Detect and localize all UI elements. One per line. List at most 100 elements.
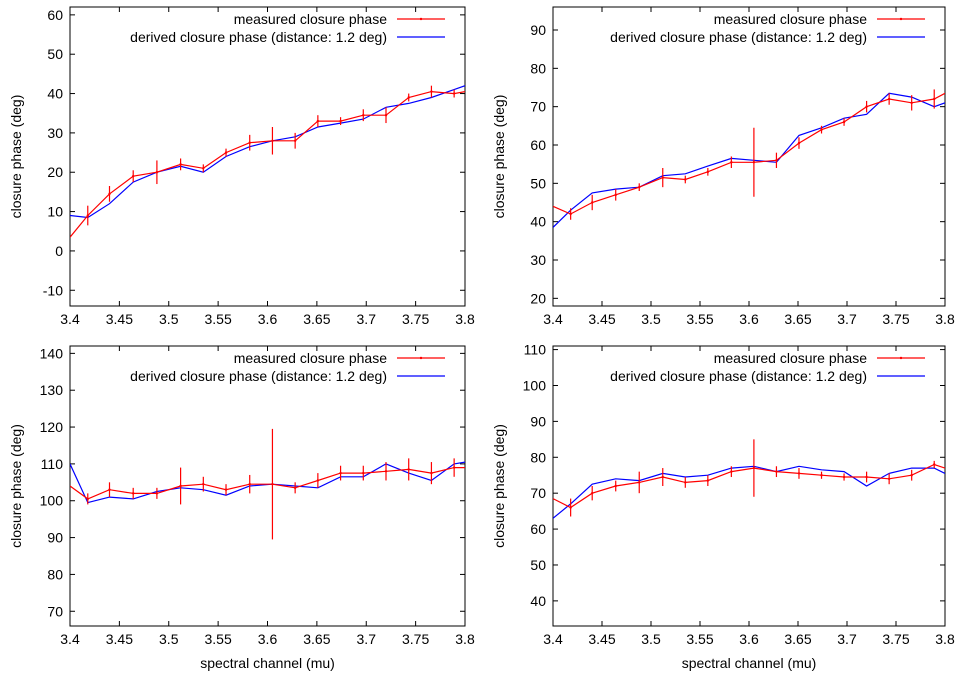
measured-point <box>271 139 274 142</box>
measured-point <box>661 475 664 479</box>
plot-area <box>553 439 945 519</box>
measured-point <box>842 120 846 124</box>
y-tick-label: 50 <box>530 557 546 573</box>
y-tick-label: 50 <box>47 46 63 62</box>
legend-point-measured <box>899 356 903 360</box>
y-tick-label: 40 <box>530 593 546 609</box>
x-tick-label: 3.4 <box>60 631 80 647</box>
measured-point <box>271 482 274 486</box>
measured-point <box>452 466 456 469</box>
measured-point <box>638 185 641 189</box>
measured-point <box>684 178 687 181</box>
x-tick-label: 3.45 <box>588 311 615 327</box>
measured-point <box>775 470 778 473</box>
plot-area <box>70 428 465 540</box>
x-tick-label: 3.6 <box>739 311 759 327</box>
chart-3: 3.4 3.45 3.5 3.55 3.6 3.65 3.7 3.75 3.8 70 80 90 100… <box>8 345 475 671</box>
measured-point <box>316 479 320 482</box>
measured-point <box>155 171 159 174</box>
measured-point <box>132 492 135 495</box>
x-tick-label: 3.55 <box>205 631 232 647</box>
y-tick-label: 80 <box>530 449 546 465</box>
measured-point <box>108 488 111 491</box>
measured-point <box>108 192 111 196</box>
measured-point <box>820 128 823 131</box>
derived-series-line <box>553 465 945 519</box>
chart-4: 3.4 3.45 3.5 3.55 3.6 3.65 3.7 3.75 3.8 40 50 60 70 8… <box>491 342 955 671</box>
y-tick-label: 80 <box>47 566 63 582</box>
measured-point <box>775 159 778 162</box>
measured-point <box>865 475 868 479</box>
measured-point <box>362 113 365 117</box>
y-axis-label: closure phase (deg) <box>491 95 507 219</box>
y-tick-label: 140 <box>40 345 64 361</box>
legend-point-measured <box>419 17 423 21</box>
x-tick-label: 3.75 <box>882 311 909 327</box>
measured-series-line <box>70 90 465 238</box>
x-tick-label: 3.65 <box>303 631 330 647</box>
chart-1: 3.4 3.45 3.5 3.55 3.6 3.65 3.7 3.75 3.8 -10 0 10 20 3… <box>8 6 475 327</box>
legend-label-measured: measured closure phase <box>714 350 868 366</box>
measured-series-line <box>553 92 945 215</box>
derived-series-line <box>70 85 465 219</box>
measured-point <box>316 119 320 123</box>
x-tick-label: 3.45 <box>106 631 133 647</box>
measured-point <box>865 105 868 108</box>
legend-label-derived: derived closure phase (distance: 1.2 deg… <box>610 29 867 45</box>
measured-point <box>293 139 297 142</box>
measured-point <box>155 492 159 495</box>
y-axis-label: closure phase (deg) <box>8 424 24 548</box>
x-axis-label: spectral channel (mu) <box>200 655 335 671</box>
measured-point <box>202 482 205 486</box>
legend-label-derived: derived closure phase (distance: 1.2 deg… <box>130 368 387 384</box>
measured-point <box>224 151 228 154</box>
y-tick-label: 60 <box>47 7 63 23</box>
measured-point <box>933 97 936 101</box>
plot-frame <box>69 6 466 307</box>
y-axis-label: closure phase (deg) <box>491 424 507 548</box>
measured-point <box>591 491 594 495</box>
chart-2: 3.4 3.45 3.5 3.55 3.6 3.65 3.7 3.75 3.8 20 30 40 50 6… <box>491 6 955 327</box>
measured-point <box>706 479 710 482</box>
measured-point <box>132 174 135 178</box>
measured-point <box>910 101 913 105</box>
x-tick-label: 3.8 <box>935 311 955 327</box>
measured-point <box>179 484 182 488</box>
y-tick-label: 10 <box>47 204 63 220</box>
x-tick-label: 3.6 <box>739 631 759 647</box>
measured-point <box>797 141 801 145</box>
measured-point <box>661 176 664 179</box>
legend-label-derived: derived closure phase (distance: 1.2 deg… <box>130 29 387 45</box>
x-tick-label: 3.6 <box>258 311 278 327</box>
x-tick-label: 3.65 <box>784 311 811 327</box>
measured-point <box>706 170 710 174</box>
measured-point <box>430 471 433 475</box>
measured-point <box>179 163 182 166</box>
x-tick-label: 3.75 <box>402 311 429 327</box>
measured-point <box>224 488 228 491</box>
x-tick-label: 3.45 <box>106 311 133 327</box>
y-tick-label: -10 <box>43 282 63 298</box>
measured-point <box>933 463 936 466</box>
y-tick-label: 100 <box>523 377 547 393</box>
measured-point <box>569 212 572 216</box>
measured-point <box>730 161 733 164</box>
y-tick-label: 70 <box>47 603 63 619</box>
x-tick-label: 3.8 <box>455 311 475 327</box>
y-tick-label: 100 <box>40 493 64 509</box>
x-tick-label: 3.55 <box>686 631 713 647</box>
measured-point <box>339 471 342 475</box>
y-tick-label: 30 <box>47 125 63 141</box>
measured-point <box>248 141 251 144</box>
measured-point <box>362 471 365 475</box>
plot-area <box>553 89 945 228</box>
y-tick-label: 90 <box>47 530 63 546</box>
y-tick-label: 0 <box>55 243 63 259</box>
x-tick-label: 3.7 <box>837 631 857 647</box>
x-tick-label: 3.7 <box>837 311 857 327</box>
x-tick-label: 3.55 <box>205 311 232 327</box>
measured-point <box>384 113 388 117</box>
y-tick-label: 90 <box>530 413 546 429</box>
measured-point <box>591 201 594 204</box>
measured-series-line <box>553 463 945 509</box>
